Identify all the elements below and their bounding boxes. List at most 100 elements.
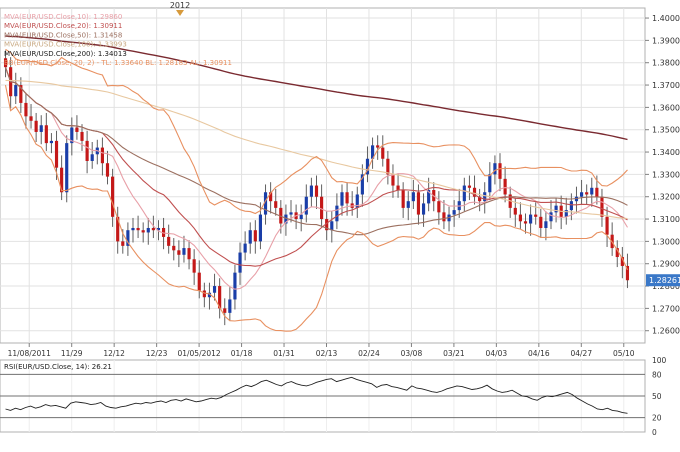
candle-down	[80, 131, 84, 141]
rsi-y-tick-label: 80	[652, 370, 662, 379]
candle-up	[248, 230, 252, 244]
rsi-y-tick-label: 50	[652, 392, 662, 401]
candle-down	[202, 290, 206, 298]
candle-down	[279, 207, 283, 224]
candle-down	[396, 185, 400, 191]
candle-down	[167, 236, 171, 246]
candle-down	[345, 192, 349, 204]
candle-down	[19, 85, 23, 103]
last-price-label: 1.28261	[649, 276, 680, 285]
candle-up	[70, 127, 74, 144]
candle-up	[569, 201, 573, 211]
candle-down	[34, 120, 38, 132]
candle-up	[65, 143, 69, 193]
candle-up	[233, 272, 237, 300]
candle-down	[44, 125, 48, 144]
candle-down	[141, 230, 145, 233]
legend-entry: MVA(EUR/USD.Close,200): 1.34013	[4, 50, 127, 58]
rsi-line	[5, 376, 628, 414]
candle-up	[207, 292, 212, 298]
x-tick-label: 12/23	[146, 349, 168, 358]
x-tick-label: 04/27	[570, 349, 592, 358]
legend-entry: MVA(EUR/USD.Close,100): 1.33993	[4, 41, 127, 49]
y-tick-label: 1.3100	[652, 215, 680, 224]
candle-up	[212, 286, 217, 293]
candle-up	[309, 185, 313, 197]
candle-down	[523, 221, 528, 224]
candle-down	[620, 257, 624, 266]
candle-down	[54, 140, 59, 168]
candle-up	[299, 214, 303, 220]
candle-up	[238, 252, 242, 273]
candle-up	[365, 158, 370, 175]
candle-up	[564, 210, 568, 217]
y-tick-label: 1.3700	[652, 81, 680, 90]
candle-down	[605, 216, 609, 235]
candle-down	[386, 158, 390, 175]
candle-down	[513, 207, 517, 215]
candle-up	[360, 174, 364, 195]
candle-up	[355, 194, 359, 208]
candle-down	[498, 163, 502, 179]
candle-up	[340, 192, 344, 206]
legend-entry: MVA(EUR/USD.Close,10): 1.29860	[4, 13, 122, 21]
candle-down	[503, 178, 507, 195]
x-tick-label: 01/18	[231, 349, 253, 358]
candle-up	[406, 201, 410, 208]
candle-down	[253, 230, 257, 242]
y-tick-label: 1.3500	[652, 126, 680, 135]
candle-up	[452, 210, 456, 215]
candle-up	[493, 163, 497, 175]
candle-down	[585, 192, 589, 195]
candle-up	[228, 299, 232, 313]
candle-down	[24, 102, 28, 117]
year-marker-icon	[176, 10, 184, 16]
candle-up	[370, 145, 375, 159]
last-price-box	[646, 274, 680, 287]
candle-up	[131, 227, 135, 231]
candle-up	[462, 185, 466, 202]
candle-up	[330, 221, 334, 231]
x-tick-label: 01/31	[273, 349, 295, 358]
candle-down	[274, 201, 278, 208]
legend-entry: BB(EUR/USD.Close, 20, 2) - TL: 1.33640 B…	[4, 59, 232, 67]
y-tick-label: 1.3800	[652, 59, 680, 68]
candle-down	[325, 219, 329, 231]
rsi-y-tick-label: 100	[652, 356, 667, 365]
candle-up	[544, 221, 548, 228]
y-tick-label: 1.2600	[652, 327, 680, 336]
candle-down	[472, 187, 477, 197]
candle-up	[243, 243, 247, 253]
candle-up	[579, 192, 584, 197]
x-tick-label: 03/21	[443, 349, 465, 358]
ma-100-line	[5, 79, 628, 220]
candle-down	[534, 214, 538, 217]
candle-down	[595, 187, 599, 197]
candle-down	[391, 174, 395, 186]
x-tick-label: 12/12	[103, 349, 125, 358]
y-tick-label: 1.3000	[652, 237, 680, 246]
candle-down	[161, 227, 166, 237]
y-tick-label: 1.3400	[652, 148, 680, 157]
year-marker-label: 2012	[170, 1, 190, 10]
x-tick-label: 02/13	[316, 349, 338, 358]
legend-entry: MVA(EUR/USD.Close,50): 1.31458	[4, 31, 122, 39]
bollinger-upper-band	[5, 48, 628, 215]
candle-down	[625, 265, 630, 281]
bollinger-lower-band	[4, 84, 628, 332]
candle-down	[218, 286, 222, 309]
candle-down	[111, 176, 115, 217]
candle-up	[304, 196, 308, 215]
candle-up	[284, 214, 288, 224]
ma-10-line	[4, 67, 628, 290]
x-tick-label: 04/03	[486, 349, 508, 358]
candle-down	[223, 308, 227, 313]
y-tick-label: 1.3600	[652, 103, 680, 112]
candle-down	[539, 216, 543, 228]
candle-down	[416, 192, 421, 215]
candle-down	[376, 145, 380, 148]
candle-down	[121, 241, 125, 246]
candle-down	[75, 127, 79, 132]
legend-entry: MVA(EUR/USD.Close,20): 1.30911	[4, 22, 122, 30]
